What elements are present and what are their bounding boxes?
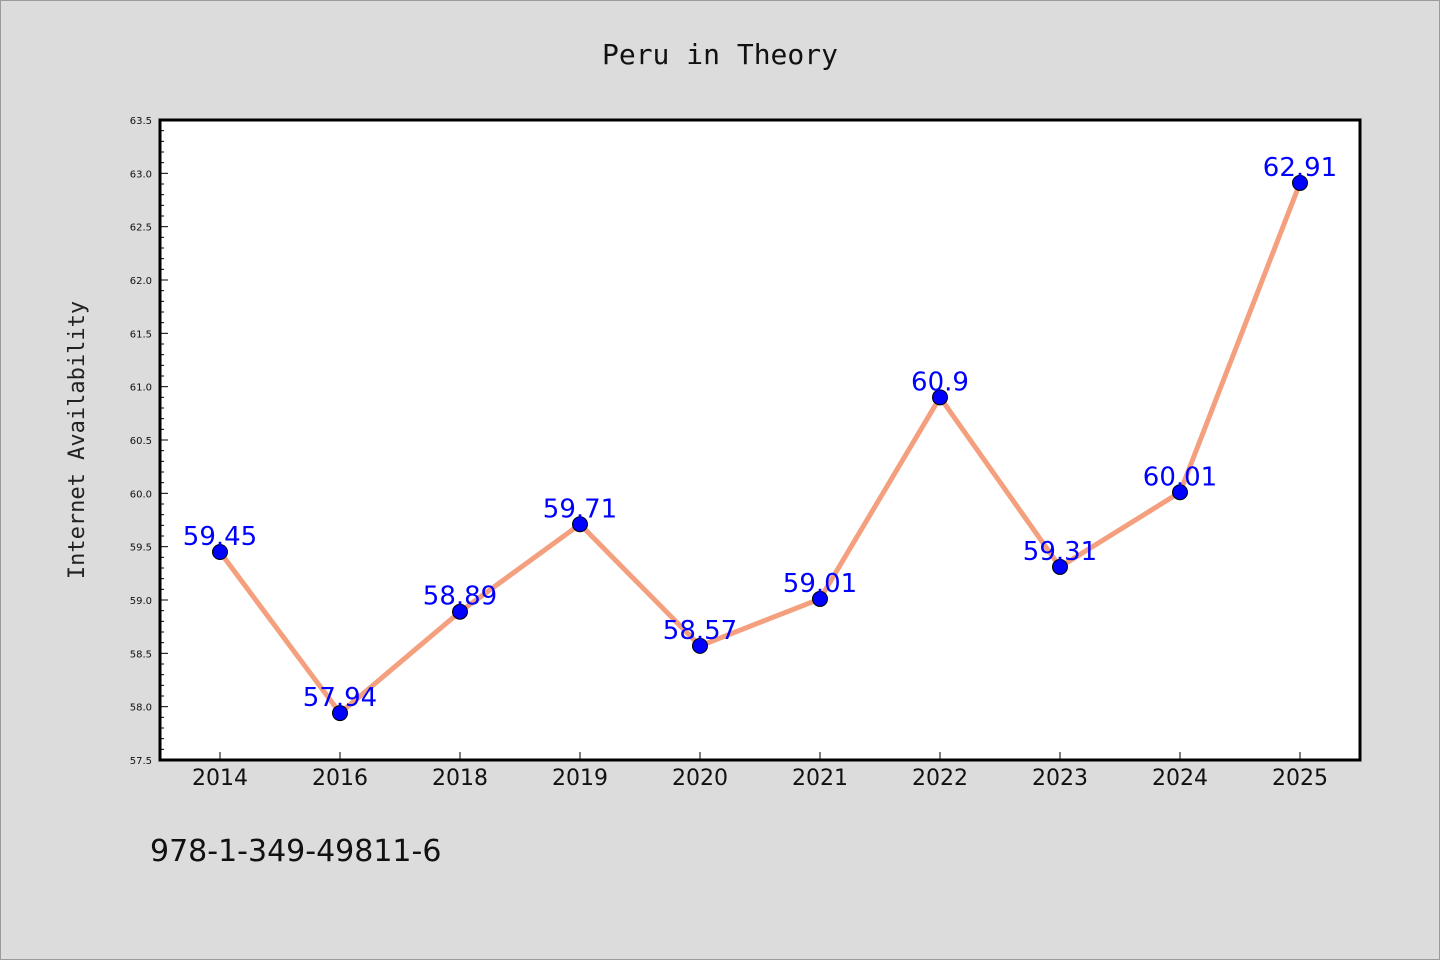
data-point: [452, 603, 468, 620]
data-label: 62.91: [1263, 153, 1337, 183]
data-point: [692, 637, 708, 654]
x-tick-label: 2023: [1032, 766, 1088, 791]
y-tick-label: 63.0: [130, 169, 152, 180]
y-tick-label: 63.5: [130, 116, 152, 127]
x-tick-label: 2021: [792, 766, 848, 791]
data-point: [572, 516, 588, 533]
y-tick-label: 58.5: [130, 649, 152, 660]
chart-title: Peru in Theory: [602, 38, 838, 71]
data-label: 59.01: [783, 569, 857, 599]
data-label: 59.71: [543, 494, 617, 524]
y-tick-label: 61.5: [130, 329, 152, 340]
y-tick-label: 62.0: [130, 276, 152, 287]
y-axis-label: Internet Availability: [65, 301, 90, 579]
y-tick-label: 60.5: [130, 436, 152, 447]
x-tick-label: 2022: [912, 766, 968, 791]
y-tick-label: 59.5: [130, 543, 152, 554]
y-tick-label: 61.0: [130, 383, 152, 394]
plot-area: [158, 118, 1362, 762]
y-tick-label: 58.0: [130, 703, 152, 714]
data-point: [932, 389, 948, 406]
x-tick-label: 2014: [192, 766, 248, 791]
data-point: [212, 544, 228, 560]
y-tick-label: 57.5: [130, 756, 152, 767]
data-label: 58.57: [663, 616, 737, 646]
data-label: 60.9: [911, 367, 969, 397]
data-labels: 59.45 57.94 58.89 59.71 58.57 59.01 60.9 59.31 6…: [183, 153, 1337, 713]
x-tick-label: 2024: [1152, 766, 1208, 791]
data-label: 60.01: [1143, 462, 1217, 492]
data-label: 59.31: [1023, 537, 1097, 567]
data-point: [1292, 174, 1308, 191]
data-point: [812, 590, 828, 607]
x-tick-label: 2019: [552, 766, 608, 791]
data-point: [1172, 484, 1188, 501]
x-tick-label: 2018: [432, 766, 488, 791]
x-tick-label: 2020: [672, 766, 728, 791]
x-axis: 2014 2016 2018 2019 2020 2021 2022 2023 2024 2025: [192, 752, 1328, 791]
data-label: 59.45: [183, 522, 257, 552]
y-tick-label: 59.0: [130, 596, 152, 607]
series-line: [217, 182, 1303, 716]
x-tick-label: 2025: [1272, 766, 1328, 791]
data-point: [332, 705, 348, 722]
y-axis: 57.5 58.0 58.5 59.0 59.5 60.0 60.5 61.0 61.5 62.0…: [130, 116, 168, 767]
data-label: 57.94: [303, 683, 377, 713]
data-markers: [212, 174, 1308, 722]
y-tick-label: 62.5: [130, 223, 152, 234]
y-tick-label: 60.0: [130, 489, 152, 500]
data-point: [1052, 558, 1068, 575]
x-tick-label: 2016: [312, 766, 368, 791]
data-label: 58.89: [423, 582, 497, 612]
footer-code: 978-1-349-49811-6: [150, 834, 442, 869]
